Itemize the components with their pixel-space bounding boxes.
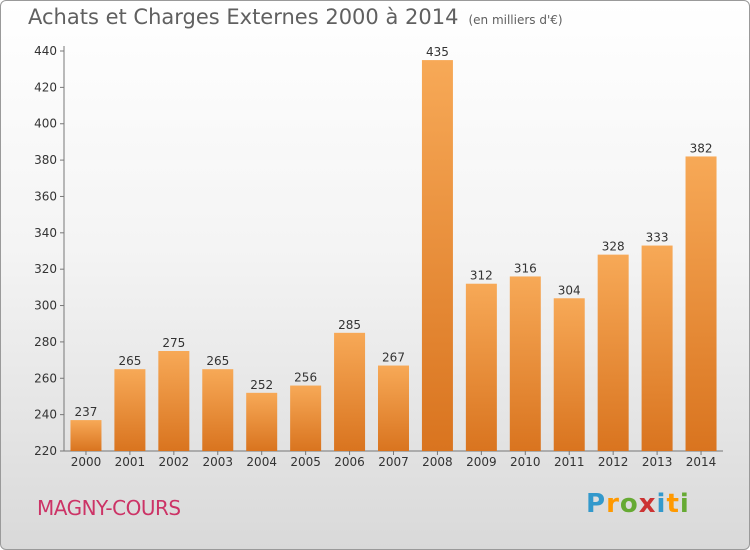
chart-unit: (en milliers d'€) [468, 13, 563, 27]
x-tick-label: 2005 [290, 455, 321, 469]
x-tick-label: 2002 [159, 455, 190, 469]
bar-2000 [70, 420, 102, 451]
y-tick-label: 240 [34, 408, 57, 422]
bar-series [70, 60, 717, 452]
x-tick-label: 2012 [598, 455, 629, 469]
y-tick-label: 340 [34, 226, 57, 240]
data-label-2003: 265 [206, 354, 229, 368]
y-tick-label: 280 [34, 335, 57, 349]
data-labels: 237 265 275 265 252 256 285 267 435 312 316 304 328 3… [75, 45, 713, 419]
data-label-2010: 316 [514, 261, 537, 275]
bar-2013 [641, 245, 673, 451]
bar-2006 [334, 332, 366, 451]
bar-2002 [158, 351, 190, 451]
y-tick-label: 220 [34, 444, 57, 458]
logo-letter: P [586, 489, 607, 519]
x-tick-label: 2013 [642, 455, 673, 469]
bar-2004 [246, 392, 278, 451]
data-label-2005: 256 [294, 371, 317, 385]
data-label-2013: 333 [646, 231, 669, 245]
data-label-2009: 312 [470, 269, 493, 283]
data-label-2004: 252 [250, 378, 273, 392]
data-label-2001: 265 [118, 354, 141, 368]
proxiti-logo: Proxiti [586, 489, 690, 519]
x-tick-label: 2003 [202, 455, 233, 469]
bar-2001 [114, 369, 146, 451]
x-tick-label: 2009 [466, 455, 497, 469]
y-tick-label: 260 [34, 371, 57, 385]
x-tick-label: 2000 [71, 455, 102, 469]
x-tick-label: 2001 [115, 455, 146, 469]
logo-letter: t [666, 489, 680, 519]
y-tick-label: 300 [34, 299, 57, 313]
bar-2010 [509, 276, 541, 451]
y-tick-label: 440 [34, 44, 57, 58]
x-tick-label: 2008 [422, 455, 453, 469]
bar-2014 [685, 156, 717, 452]
chart-title-text: Achats et Charges Externes 2000 à 2014 [28, 5, 459, 29]
y-tick-label: 420 [34, 80, 57, 94]
place-name: MAGNY-COURS [37, 496, 181, 520]
x-tick-label: 2006 [334, 455, 365, 469]
bar-2011 [553, 298, 585, 451]
data-label-2002: 275 [162, 336, 185, 350]
logo-letter: r [606, 489, 620, 519]
x-tick-label: 2004 [246, 455, 277, 469]
data-label-2006: 285 [338, 318, 361, 332]
bar-2008 [421, 60, 453, 451]
data-label-2012: 328 [602, 240, 625, 254]
data-label-2008: 435 [426, 45, 449, 59]
logo-letter: o [619, 489, 639, 519]
chart-axes: 220 240 260 280 300 320 340 360 380 400 420 440 2000… [34, 44, 723, 469]
bar-2007 [378, 365, 409, 451]
x-tick-label: 2014 [686, 455, 717, 469]
logo-letter: x [638, 489, 657, 519]
bar-2009 [465, 283, 497, 451]
x-tick-label: 2011 [554, 455, 585, 469]
data-label-2011: 304 [558, 283, 581, 297]
data-label-2014: 382 [690, 141, 713, 155]
y-tick-label: 360 [34, 189, 57, 203]
logo-letter: i [656, 489, 667, 519]
x-tick-label: 2010 [510, 455, 541, 469]
bar-2005 [290, 385, 322, 451]
data-label-2000: 237 [75, 405, 98, 419]
y-tick-label: 400 [34, 117, 57, 131]
data-label-2007: 267 [382, 351, 405, 365]
chart-title: Achats et Charges Externes 2000 à 2014 (e… [28, 5, 563, 29]
bar-2003 [202, 369, 234, 451]
logo-letter: i [679, 489, 690, 519]
y-tick-label: 320 [34, 262, 57, 276]
y-tick-label: 380 [34, 153, 57, 167]
bar-2012 [597, 254, 629, 451]
x-tick-label: 2007 [378, 455, 409, 469]
